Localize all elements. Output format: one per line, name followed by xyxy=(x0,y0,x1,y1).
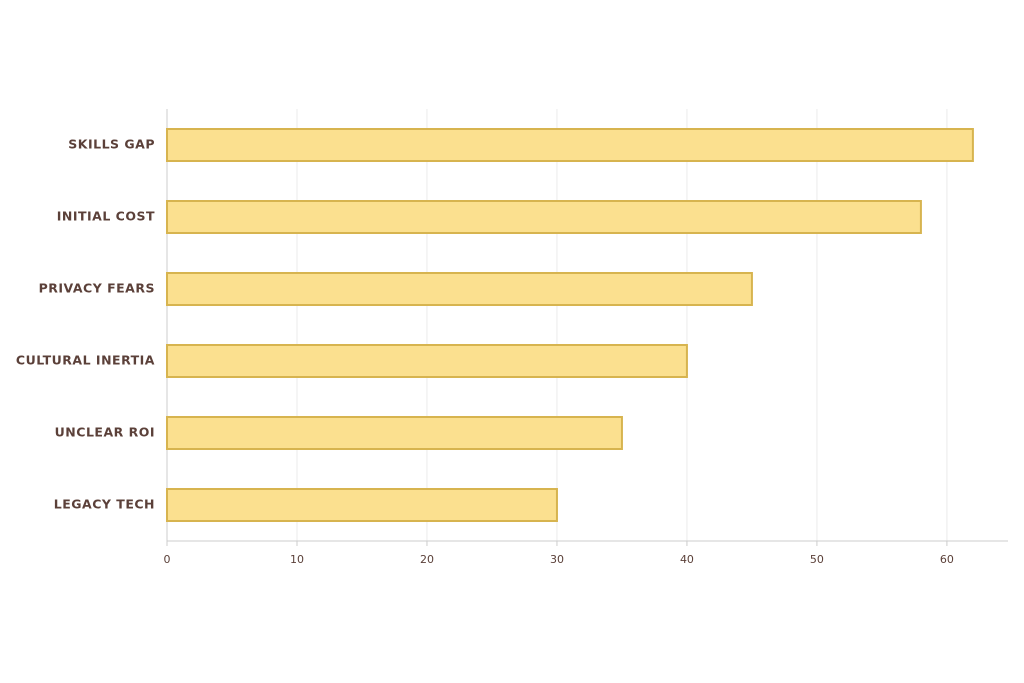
y-tick-label: PRIVACY FEARS xyxy=(39,281,155,296)
x-tick-label: 40 xyxy=(680,553,694,566)
bar xyxy=(166,488,558,522)
x-tick-label: 30 xyxy=(550,553,564,566)
y-tick-label: INITIAL COST xyxy=(57,209,155,224)
bar xyxy=(166,200,922,234)
bar xyxy=(166,416,623,450)
y-tick-label: UNCLEAR ROI xyxy=(55,425,155,440)
x-tick-label: 10 xyxy=(290,553,304,566)
x-tick-label: 0 xyxy=(164,553,171,566)
x-tick-label: 60 xyxy=(940,553,954,566)
y-tick-label: SKILLS GAP xyxy=(68,137,155,152)
y-tick-label: LEGACY TECH xyxy=(54,497,155,512)
x-tick-label: 20 xyxy=(420,553,434,566)
bar xyxy=(166,128,974,162)
bar xyxy=(166,272,753,306)
bar xyxy=(166,344,688,378)
x-tick-label: 50 xyxy=(810,553,824,566)
y-tick-label: CULTURAL INERTIA xyxy=(16,353,155,368)
